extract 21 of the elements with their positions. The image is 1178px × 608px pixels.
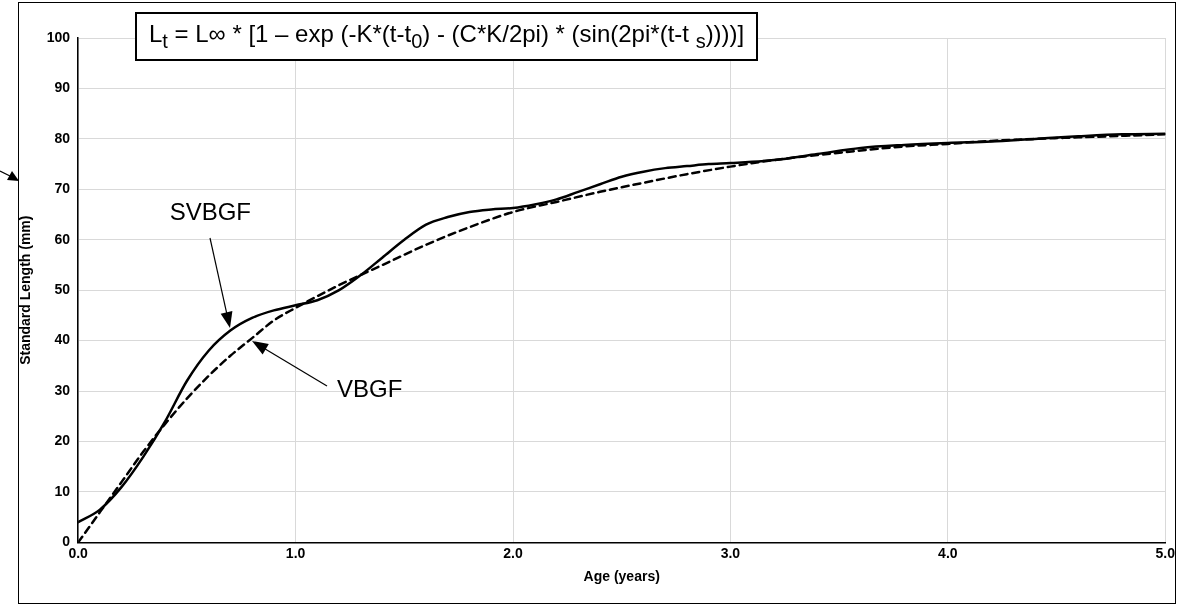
x-tick-label: 4.0 (938, 544, 958, 561)
y-tick-label: 50 (54, 281, 71, 298)
y-tick-label: 70 (54, 180, 71, 197)
x-tick-label: 3.0 (720, 544, 741, 561)
y-tick-label: 90 (54, 79, 71, 96)
y-tick-label: 30 (54, 381, 71, 398)
x-tick-label: 2.0 (503, 544, 523, 561)
annotation: VBGF (337, 374, 403, 402)
y-tick-label: 60 (54, 230, 71, 247)
y-tick-label: 100 (46, 28, 71, 45)
y-tick-label: 80 (54, 129, 71, 146)
y-tick-label: 10 (54, 482, 71, 499)
x-tick-label: 5.0 (1155, 544, 1176, 561)
x-axis-title: Age (years) (583, 568, 660, 585)
y-axis-title: Standard Length (mm) (17, 215, 34, 365)
chart-title: L$_{t}$ = L∞ * [1 – exp (-K*(t-t$_{0}$) - (C*K/2pi) * (sin(2pi*(t-t $_{s}$))))] (135, 12, 759, 61)
x-tick-label: 1.0 (285, 544, 306, 561)
y-tick-label: 20 (54, 432, 71, 449)
annotation: SVBGF (169, 198, 252, 226)
y-tick-label: 40 (54, 331, 71, 348)
x-tick-label: 0.0 (68, 544, 89, 561)
